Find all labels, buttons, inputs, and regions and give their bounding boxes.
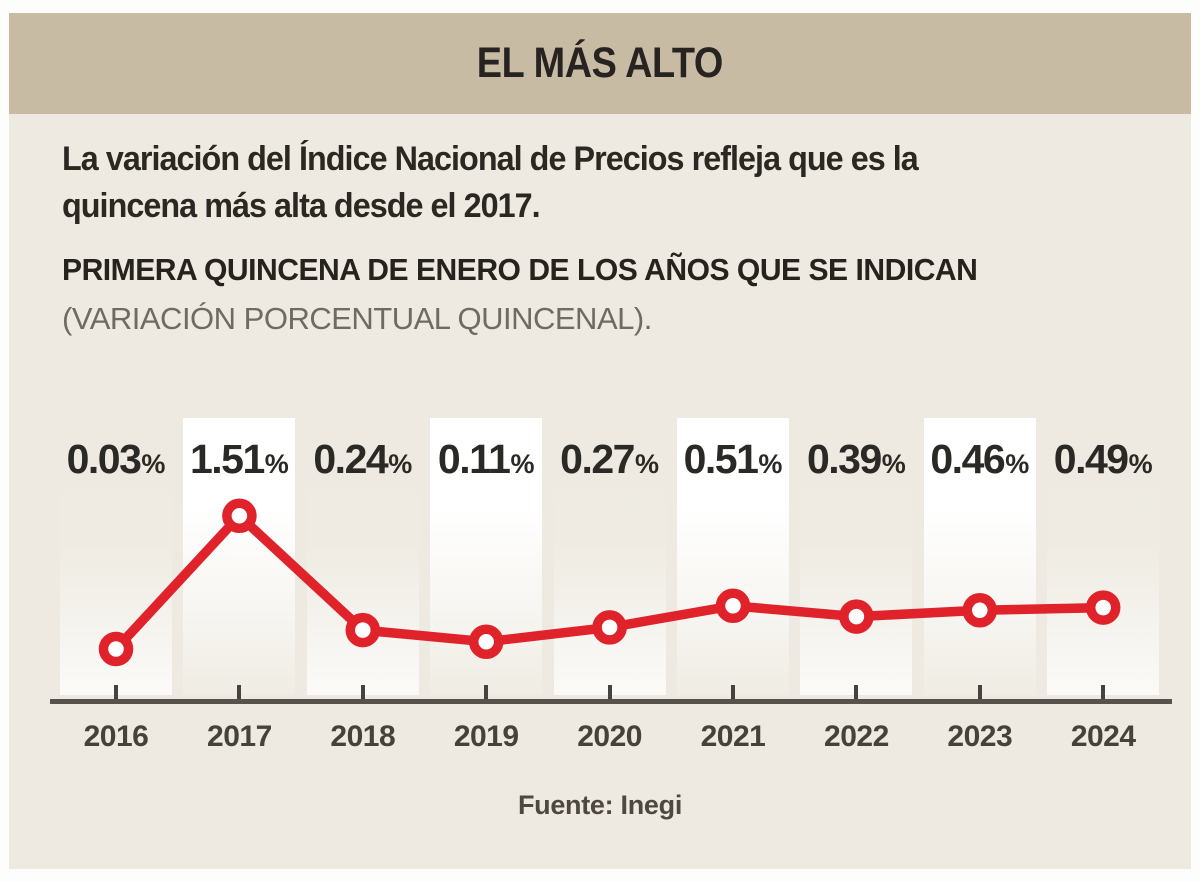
chart-subtitle: PRIMERA QUINCENA DE ENERO DE LOS AÑOS QU… <box>62 252 978 287</box>
year-label: 2016 <box>83 720 149 753</box>
value-number: 0.03 <box>66 436 142 482</box>
data-point <box>468 624 504 660</box>
value-number: 1.51 <box>189 436 265 482</box>
axis-tick <box>607 685 612 699</box>
line-chart: 0.03% 1.51% 0.24% 0.11% 0.27% 0.51% 0.39% 0.46%… <box>10 400 1190 770</box>
axis-tick <box>237 685 242 699</box>
data-point <box>592 610 627 645</box>
value-unit: % <box>758 449 783 479</box>
value-unit: % <box>634 449 659 479</box>
value-unit: % <box>264 449 289 479</box>
axis-tick <box>731 685 735 699</box>
page-title: EL MÁS ALTO <box>476 39 724 87</box>
data-point <box>222 498 257 534</box>
data-point <box>962 593 998 628</box>
year-label: 2021 <box>700 720 766 753</box>
value-label: 0.46% <box>918 436 1042 492</box>
value-number: 0.49 <box>1053 436 1129 482</box>
column-stripe <box>1047 418 1160 695</box>
data-point <box>839 599 874 634</box>
value-unit: % <box>510 449 535 479</box>
value-label: 0.24% <box>301 436 425 492</box>
value-unit: % <box>1128 449 1153 479</box>
value-number: 0.27 <box>560 436 635 482</box>
intro-text: La variación del Índice Nacional de Prec… <box>62 140 919 225</box>
axis-tick <box>977 685 982 699</box>
value-number: 0.51 <box>683 436 759 482</box>
column-stripe <box>306 418 419 695</box>
year-label: 2017 <box>207 720 272 753</box>
chart-note: (VARIACIÓN PORCENTUAL QUINCENAL). <box>62 301 652 336</box>
value-number: 0.39 <box>806 436 882 482</box>
data-point <box>98 631 134 667</box>
column-stripe <box>677 418 789 695</box>
year-label: 2022 <box>824 720 889 753</box>
source-text: Fuente: Inegi <box>517 790 683 820</box>
value-unit: % <box>881 449 906 479</box>
value-unit: % <box>1005 449 1030 479</box>
value-number: 0.24 <box>313 436 388 482</box>
value-unit: % <box>388 449 413 479</box>
line-series-svg <box>98 498 1121 667</box>
axis-tick <box>484 685 489 699</box>
value-number: 0.46 <box>930 436 1005 482</box>
year-label: 2018 <box>330 720 396 753</box>
value-label: 1.51% <box>177 436 301 492</box>
value-number: 0.11 <box>437 436 511 482</box>
year-label: 2020 <box>577 720 642 753</box>
year-label: 2019 <box>453 720 519 753</box>
value-label: 0.51% <box>671 436 795 492</box>
column-stripe <box>800 418 913 695</box>
value-label: 0.27% <box>548 436 672 492</box>
x-axis-line <box>50 699 1172 704</box>
value-label: 0.49% <box>1041 436 1165 492</box>
column-stripe <box>553 418 666 695</box>
data-point <box>345 612 381 648</box>
axis-tick <box>1101 685 1106 699</box>
value-label: 0.03% <box>54 436 178 492</box>
year-label: 2024 <box>1070 720 1136 753</box>
value-label: 0.11% <box>424 436 548 492</box>
data-point <box>1085 590 1121 625</box>
value-label: 0.39% <box>794 436 918 492</box>
axis-tick <box>854 685 859 699</box>
data-point <box>715 588 751 624</box>
axis-tick <box>360 685 365 699</box>
column-stripe <box>923 418 1036 695</box>
axis-tick <box>114 685 118 699</box>
value-unit: % <box>141 449 166 479</box>
year-label: 2023 <box>947 720 1013 753</box>
header-band: EL MÁS ALTO <box>9 13 1191 114</box>
